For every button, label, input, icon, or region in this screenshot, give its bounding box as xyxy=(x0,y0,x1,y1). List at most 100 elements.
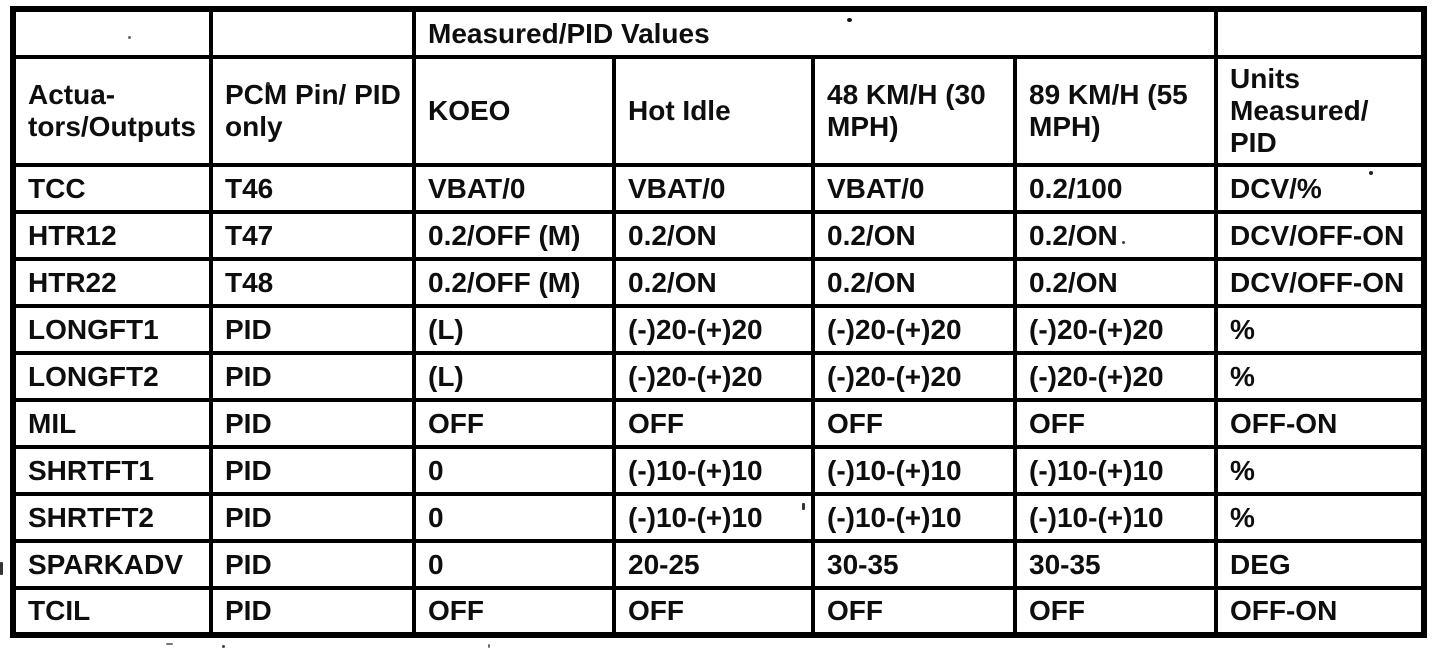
table-cell: (-)10-(+)10 xyxy=(1013,492,1218,543)
table-cell: PID xyxy=(209,351,416,402)
table-cell: (-)10-(+)10 xyxy=(811,445,1017,496)
table-cell: DCV/% xyxy=(1214,163,1426,214)
scan-speck xyxy=(488,644,490,648)
col-header-pcm-pin-pid-only: PCM Pin/ PID only xyxy=(209,55,416,167)
table-cell: PID xyxy=(209,304,416,355)
table-row-shrtft1: SHRTFT1 PID 0 (-)10-(+)10 (-)10-(+)10 (-… xyxy=(11,445,1426,496)
scan-speck xyxy=(128,36,131,39)
col-header-89kmh-55mph: 89 KM/H (55 MPH) xyxy=(1013,55,1218,167)
table-cell: DEG xyxy=(1214,539,1426,590)
table-cell: OFF xyxy=(811,398,1017,449)
table-row-tcil: TCIL PID OFF OFF OFF OFF OFF-ON xyxy=(11,586,1426,637)
table-cell: PID xyxy=(209,539,416,590)
table-cell: (-)10-(+)10 xyxy=(1013,445,1218,496)
table-cell: (-)10-(+)10 xyxy=(811,492,1017,543)
table-cell: 0.2/ON xyxy=(612,257,815,308)
table-cell: 0.2/ON xyxy=(1013,257,1218,308)
table-cell: 20-25 xyxy=(612,539,815,590)
table-row-htr22: HTR22 T48 0.2/OFF (M) 0.2/ON 0.2/ON 0.2/… xyxy=(11,257,1426,308)
table-cell: (-)20-(+)20 xyxy=(612,304,815,355)
table-cell: PID xyxy=(209,398,416,449)
table-cell: VBAT/0 xyxy=(412,163,616,214)
span-header-row: Measured/PID Values xyxy=(11,7,1426,59)
table-cell: T47 xyxy=(209,210,416,261)
row-label: LONGFT1 xyxy=(11,304,213,355)
table-cell: 0 xyxy=(412,492,616,543)
scan-speck xyxy=(1122,241,1125,244)
table-cell: (-)20-(+)20 xyxy=(612,351,815,402)
table-cell: T46 xyxy=(209,163,416,214)
table-cell: (-)20-(+)20 xyxy=(1013,304,1218,355)
scan-speck xyxy=(802,503,805,510)
table-cell: VBAT/0 xyxy=(612,163,815,214)
col-header-units-measured-pid: Units Measured/ PID xyxy=(1214,55,1426,167)
col-header-koeo: KOEO xyxy=(412,55,616,167)
table-row-sparkadv: SPARKADV PID 0 20-25 30-35 30-35 DEG xyxy=(11,539,1426,590)
table-cell: OFF-ON xyxy=(1214,398,1426,449)
table-cell: PID xyxy=(209,492,416,543)
table-cell: (-)10-(+)10 xyxy=(612,492,815,543)
table-row-mil: MIL PID OFF OFF OFF OFF OFF-ON xyxy=(11,398,1426,449)
table-cell: OFF xyxy=(1013,586,1218,637)
table-cell: (-)20-(+)20 xyxy=(1013,351,1218,402)
table-cell: 0.2/ON xyxy=(1013,210,1218,261)
table-cell: % xyxy=(1214,304,1426,355)
table-cell: (-)20-(+)20 xyxy=(811,304,1017,355)
table-cell: OFF-ON xyxy=(1214,586,1426,637)
table-cell: VBAT/0 xyxy=(811,163,1017,214)
table-cell: (L) xyxy=(412,351,616,402)
scan-speck xyxy=(0,562,3,575)
table-cell: OFF xyxy=(412,586,616,637)
table-cell: (-)20-(+)20 xyxy=(811,351,1017,402)
table-row-longft2: LONGFT2 PID (L) (-)20-(+)20 (-)20-(+)20 … xyxy=(11,351,1426,402)
row-label: SHRTFT2 xyxy=(11,492,213,543)
table-cell: 30-35 xyxy=(1013,539,1218,590)
table-cell: 0 xyxy=(412,445,616,496)
column-header-row: Actua- tors/Outputs PCM Pin/ PID only KO… xyxy=(11,55,1426,167)
empty-header-cell xyxy=(209,7,416,59)
table-cell: OFF xyxy=(1013,398,1218,449)
table-cell: 0.2/OFF (M) xyxy=(412,210,616,261)
table-cell: % xyxy=(1214,445,1426,496)
scan-speck xyxy=(166,643,173,645)
row-label: HTR22 xyxy=(11,257,213,308)
empty-header-cell xyxy=(11,7,213,59)
scan-speck xyxy=(266,82,270,86)
table-cell: DCV/OFF-ON xyxy=(1214,210,1426,261)
row-label: MIL xyxy=(11,398,213,449)
table-cell: (-)10-(+)10 xyxy=(612,445,815,496)
scan-speck xyxy=(1369,171,1373,175)
table-cell: 0.2/100 xyxy=(1013,163,1218,214)
table-cell: OFF xyxy=(612,586,815,637)
table-row-longft1: LONGFT1 PID (L) (-)20-(+)20 (-)20-(+)20 … xyxy=(11,304,1426,355)
measured-pid-values-span-header: Measured/PID Values xyxy=(412,7,1218,59)
table-cell: (L) xyxy=(412,304,616,355)
table-cell: % xyxy=(1214,351,1426,402)
empty-header-cell xyxy=(1214,7,1426,59)
table-cell: OFF xyxy=(412,398,616,449)
table-cell: T48 xyxy=(209,257,416,308)
table-cell: 0 xyxy=(412,539,616,590)
table-cell: 0.2/OFF (M) xyxy=(412,257,616,308)
table-cell: DCV/OFF-ON xyxy=(1214,257,1426,308)
col-header-hot-idle: Hot Idle xyxy=(612,55,815,167)
col-header-48kmh-30mph: 48 KM/H (30 MPH) xyxy=(811,55,1017,167)
row-label: TCIL xyxy=(11,586,213,637)
table-cell: PID xyxy=(209,445,416,496)
table-row-shrtft2: SHRTFT2 PID 0 (-)10-(+)10 (-)10-(+)10 (-… xyxy=(11,492,1426,543)
table-cell: 0.2/ON xyxy=(811,257,1017,308)
table-cell: % xyxy=(1214,492,1426,543)
row-label: SPARKADV xyxy=(11,539,213,590)
row-label: SHRTFT1 xyxy=(11,445,213,496)
scan-speck xyxy=(222,645,225,648)
table-cell: 30-35 xyxy=(811,539,1017,590)
pcm-output-values-table: Measured/PID Values Actua- tors/Outputs … xyxy=(10,6,1427,638)
row-label: TCC xyxy=(11,163,213,214)
table-row-htr12: HTR12 T47 0.2/OFF (M) 0.2/ON 0.2/ON 0.2/… xyxy=(11,210,1426,261)
table-cell: PID xyxy=(209,586,416,637)
table-row-tcc: TCC T46 VBAT/0 VBAT/0 VBAT/0 0.2/100 DCV… xyxy=(11,163,1426,214)
table-cell: 0.2/ON xyxy=(811,210,1017,261)
table-cell: OFF xyxy=(811,586,1017,637)
row-label: LONGFT2 xyxy=(11,351,213,402)
